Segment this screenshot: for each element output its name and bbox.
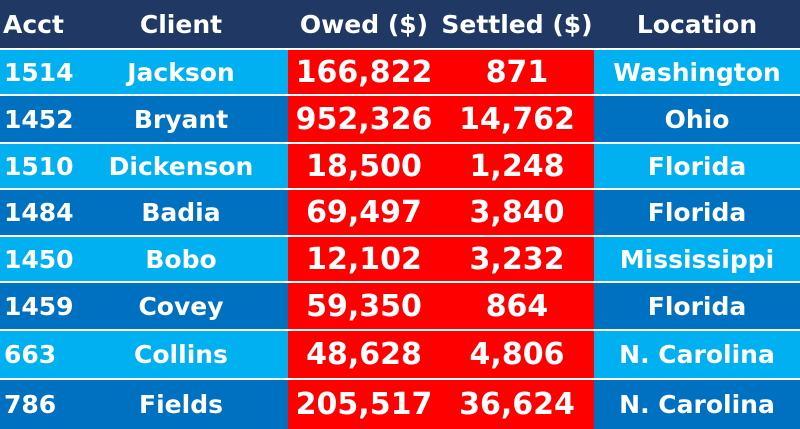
cell-settled: 3,232 [440, 237, 594, 281]
cell-settled: 4,806 [440, 331, 594, 378]
cell-owed: 205,517 [288, 380, 440, 429]
cell-owed: 59,350 [288, 283, 440, 329]
cell-owed: 166,822 [288, 50, 440, 94]
header-location: Location [636, 9, 758, 39]
cell-settled: 1,248 [440, 144, 594, 188]
cell-acct: 663 [4, 340, 57, 369]
cell-location: Florida [647, 151, 747, 181]
cell-owed: 48,628 [288, 331, 440, 378]
table-row: 1514 Jackson 166,822 871 Washington [0, 50, 800, 94]
cell-acct: 1450 [4, 244, 74, 274]
cell-location: Florida [647, 198, 747, 227]
cell-owed: 18,500 [288, 144, 440, 188]
header-client: Client [139, 9, 223, 39]
cell-location: Florida [647, 291, 747, 321]
header-settled: Settled ($) [441, 9, 593, 39]
cell-client: Jackson [127, 57, 235, 87]
table-row: 1484 Badia 69,497 3,840 Florida [0, 190, 800, 235]
cell-acct: 786 [4, 390, 57, 419]
cell-acct: 1484 [4, 198, 74, 227]
cell-client: Dickenson [108, 151, 254, 181]
cell-acct: 1459 [4, 291, 74, 321]
table-row: 1510 Dickenson 18,500 1,248 Florida [0, 144, 800, 188]
table-header-row: Acct Client Owed ($) Settled ($) Locatio… [0, 0, 800, 48]
header-acct: Acct [3, 9, 64, 39]
cell-owed: 69,497 [288, 190, 440, 235]
cell-client: Fields [139, 390, 223, 419]
cell-location: Mississippi [619, 244, 775, 274]
cell-acct: 1452 [4, 104, 74, 134]
table-row: 1450 Bobo 12,102 3,232 Mississippi [0, 237, 800, 281]
table-row: 1459 Covey 59,350 864 Florida [0, 283, 800, 329]
cell-client: Bryant [133, 104, 229, 134]
cell-acct: 1514 [4, 57, 74, 87]
table-row: 663 Collins 48,628 4,806 N. Carolina [0, 331, 800, 378]
cell-acct: 1510 [4, 151, 74, 181]
cell-location: N. Carolina [619, 340, 775, 369]
cell-location: Washington [613, 57, 781, 87]
cell-settled: 14,762 [440, 96, 594, 142]
cell-client: Covey [138, 291, 224, 321]
cell-settled: 871 [440, 50, 594, 94]
cell-client: Collins [134, 340, 228, 369]
header-owed: Owed ($) [299, 9, 429, 39]
cell-location: Ohio [664, 104, 730, 134]
cell-settled: 864 [440, 283, 594, 329]
cell-owed: 952,326 [288, 96, 440, 142]
cell-client: Bobo [145, 244, 217, 274]
cell-location: N. Carolina [619, 390, 775, 419]
cell-settled: 36,624 [440, 380, 594, 429]
table-row: 786 Fields 205,517 36,624 N. Carolina [0, 380, 800, 429]
cell-client: Badia [141, 198, 221, 227]
cell-settled: 3,840 [440, 190, 594, 235]
cell-owed: 12,102 [288, 237, 440, 281]
table-row: 1452 Bryant 952,326 14,762 Ohio [0, 96, 800, 142]
